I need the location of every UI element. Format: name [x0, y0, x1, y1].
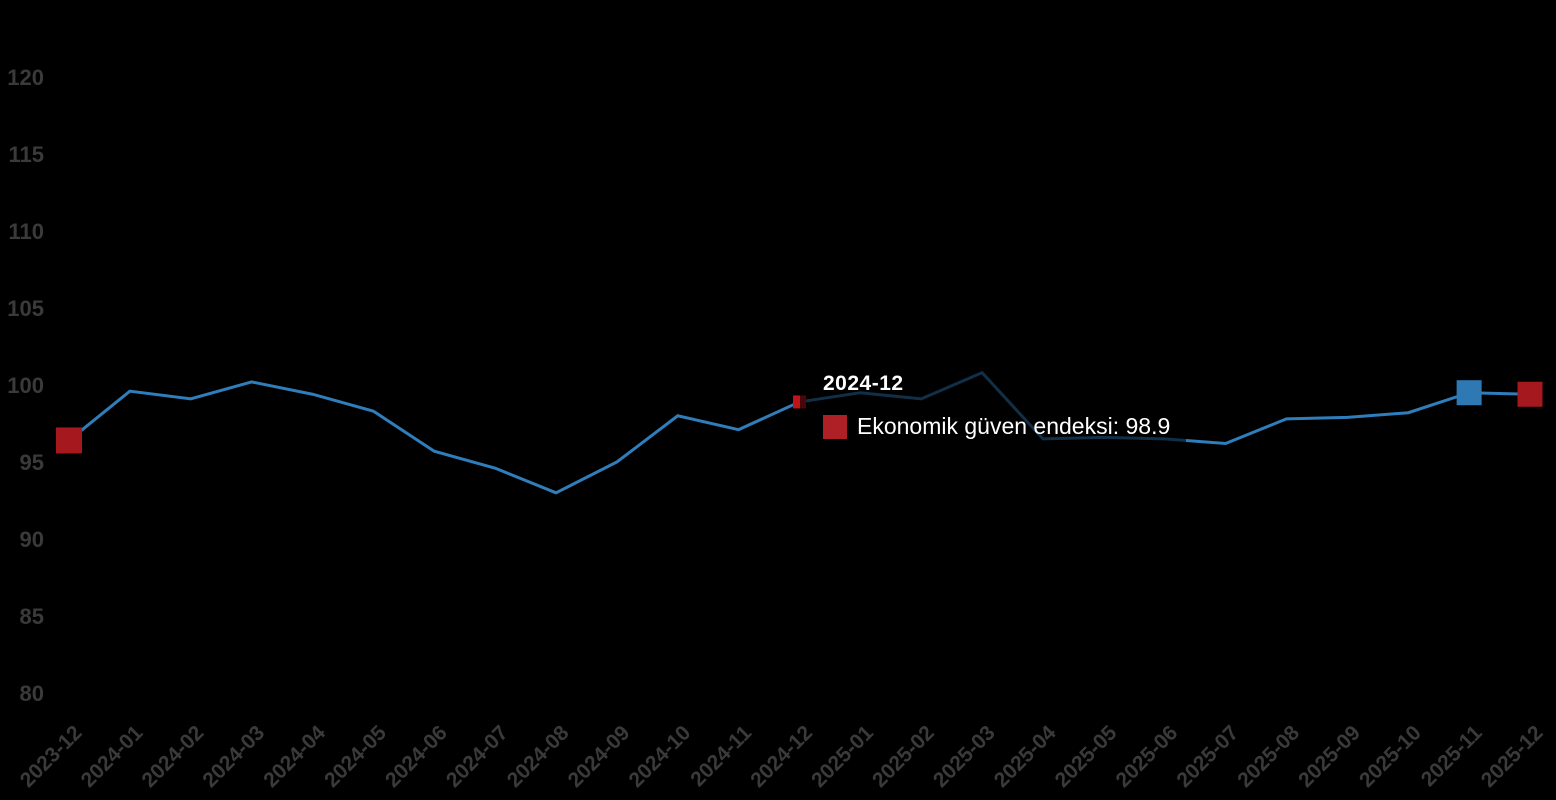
x-axis-tick-label: 2025-04	[990, 721, 1061, 792]
x-axis-tick-label: 2024-10	[625, 721, 696, 792]
x-axis-tick-label: 2025-02	[868, 721, 939, 792]
x-axis-tick-label: 2024-01	[77, 721, 148, 792]
chart-tooltip: 2024-12 Ekonomik güven endeksi: 98.9	[800, 358, 1186, 453]
x-axis-tick-label: 2025-06	[1112, 721, 1183, 792]
x-axis-tick-label: 2024-09	[564, 721, 635, 792]
x-axis-tick-label: 2024-06	[381, 721, 452, 792]
endpoint-marker-2025-12[interactable]	[1517, 381, 1543, 407]
x-axis-tick-label: 2024-04	[259, 721, 330, 792]
y-axis-tick-label: 100	[7, 373, 44, 398]
y-axis-tick-label: 95	[20, 450, 44, 475]
tooltip-date: 2024-12	[823, 372, 904, 395]
x-axis-tick-label: 2024-08	[503, 721, 574, 792]
y-axis-tick-label: 110	[9, 219, 45, 244]
y-axis-tick-label: 90	[20, 527, 44, 552]
x-axis-tick-label: 2025-05	[1051, 721, 1122, 792]
x-axis-tick-label: 2025-12	[1477, 721, 1548, 792]
y-axis-tick-label: 105	[7, 296, 44, 321]
y-axis-tick-label: 85	[20, 604, 44, 629]
x-axis-tick-label: 2025-11	[1417, 721, 1487, 791]
x-axis-tick-label: 2025-09	[1294, 721, 1365, 792]
tooltip-series-row: Ekonomik güven endeksi: 98.9	[823, 413, 1186, 440]
x-axis-tick-label: 2025-01	[807, 721, 878, 792]
x-axis-tick-label: 2024-02	[138, 721, 209, 792]
x-axis-tick-label: 2024-07	[442, 721, 513, 792]
y-axis-tick-label: 115	[9, 142, 45, 167]
x-axis-tick-label: 2025-10	[1355, 721, 1426, 792]
x-axis-tick-label: 2024-12	[746, 721, 817, 792]
x-axis-tick-label: 2024-11	[686, 721, 756, 791]
endpoint-marker-2023-12[interactable]	[56, 427, 82, 454]
x-axis-tick-label: 2024-03	[198, 721, 269, 792]
x-axis-tick-label: 2025-08	[1233, 721, 1304, 792]
x-axis-tick-label: 2024-05	[320, 721, 391, 792]
series-color-swatch	[823, 414, 847, 439]
tooltip-series-value: Ekonomik güven endeksi: 98.9	[857, 413, 1171, 439]
x-axis-tick-label: 2023-12	[16, 721, 87, 792]
y-axis-tick-label: 120	[7, 65, 44, 90]
y-axis-tick-label: 80	[20, 681, 44, 706]
endpoint-marker-2025-11[interactable]	[1456, 380, 1482, 406]
x-axis-tick-label: 2025-03	[929, 721, 1000, 792]
x-axis-tick-label: 2025-07	[1172, 721, 1243, 792]
